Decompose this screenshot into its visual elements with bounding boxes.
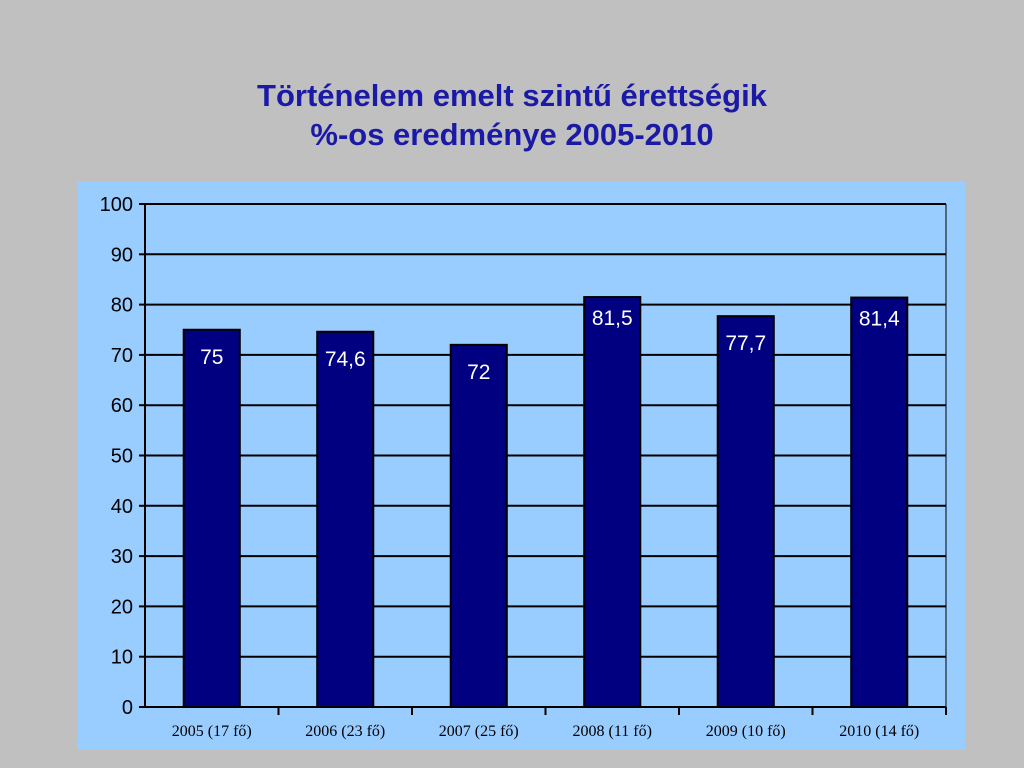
y-tick-label: 60: [111, 395, 133, 417]
data-label: 74,6: [325, 348, 366, 371]
x-tick-label: 2009 (10 fő): [706, 723, 786, 740]
y-tick-label: 80: [111, 295, 133, 317]
y-tick-label: 10: [111, 647, 133, 669]
x-tick-label: 2005 (17 fő): [172, 723, 252, 740]
x-tick-label: 2010 (14 fő): [839, 723, 919, 740]
title-line-1: Történelem emelt szintű érettségik: [257, 78, 767, 113]
bar: [449, 343, 508, 708]
x-tick-label: 2007 (25 fő): [439, 723, 519, 740]
chart-area: 0 10 20 30 40 50 60 70 80 90 100 75 2005 (17 fő) 74,6…: [77, 182, 965, 750]
title-line-2: %-os eredménye 2005-2010: [310, 117, 714, 152]
y-tick-label: 50: [111, 446, 133, 468]
data-label: 75: [200, 346, 223, 369]
bar: [850, 296, 909, 708]
y-tick-label: 100: [100, 194, 133, 216]
y-tick-label: 90: [111, 244, 133, 266]
bar: [716, 315, 775, 708]
y-tick-label: 20: [111, 596, 133, 618]
x-tick-label: 2006 (23 fő): [305, 723, 385, 740]
y-tick-label: 40: [111, 496, 133, 518]
data-label: 81,5: [592, 307, 633, 330]
y-tick-label: 0: [122, 697, 133, 719]
bar: [182, 328, 241, 708]
x-tick-label: 2008 (11 fő): [573, 723, 652, 740]
slide-title: Történelem emelt szintű érettségik %-os …: [0, 76, 1024, 154]
bar-chart: 0 10 20 30 40 50 60 70 80 90 100 75 2005 (17 fő) 74,6…: [100, 194, 947, 740]
bar: [316, 330, 375, 708]
bar: [583, 296, 642, 709]
y-tick-label: 30: [111, 546, 133, 568]
data-label: 72: [467, 361, 490, 384]
data-label: 77,7: [725, 332, 766, 355]
data-label: 81,4: [859, 308, 900, 331]
y-tick-label: 70: [111, 345, 133, 367]
